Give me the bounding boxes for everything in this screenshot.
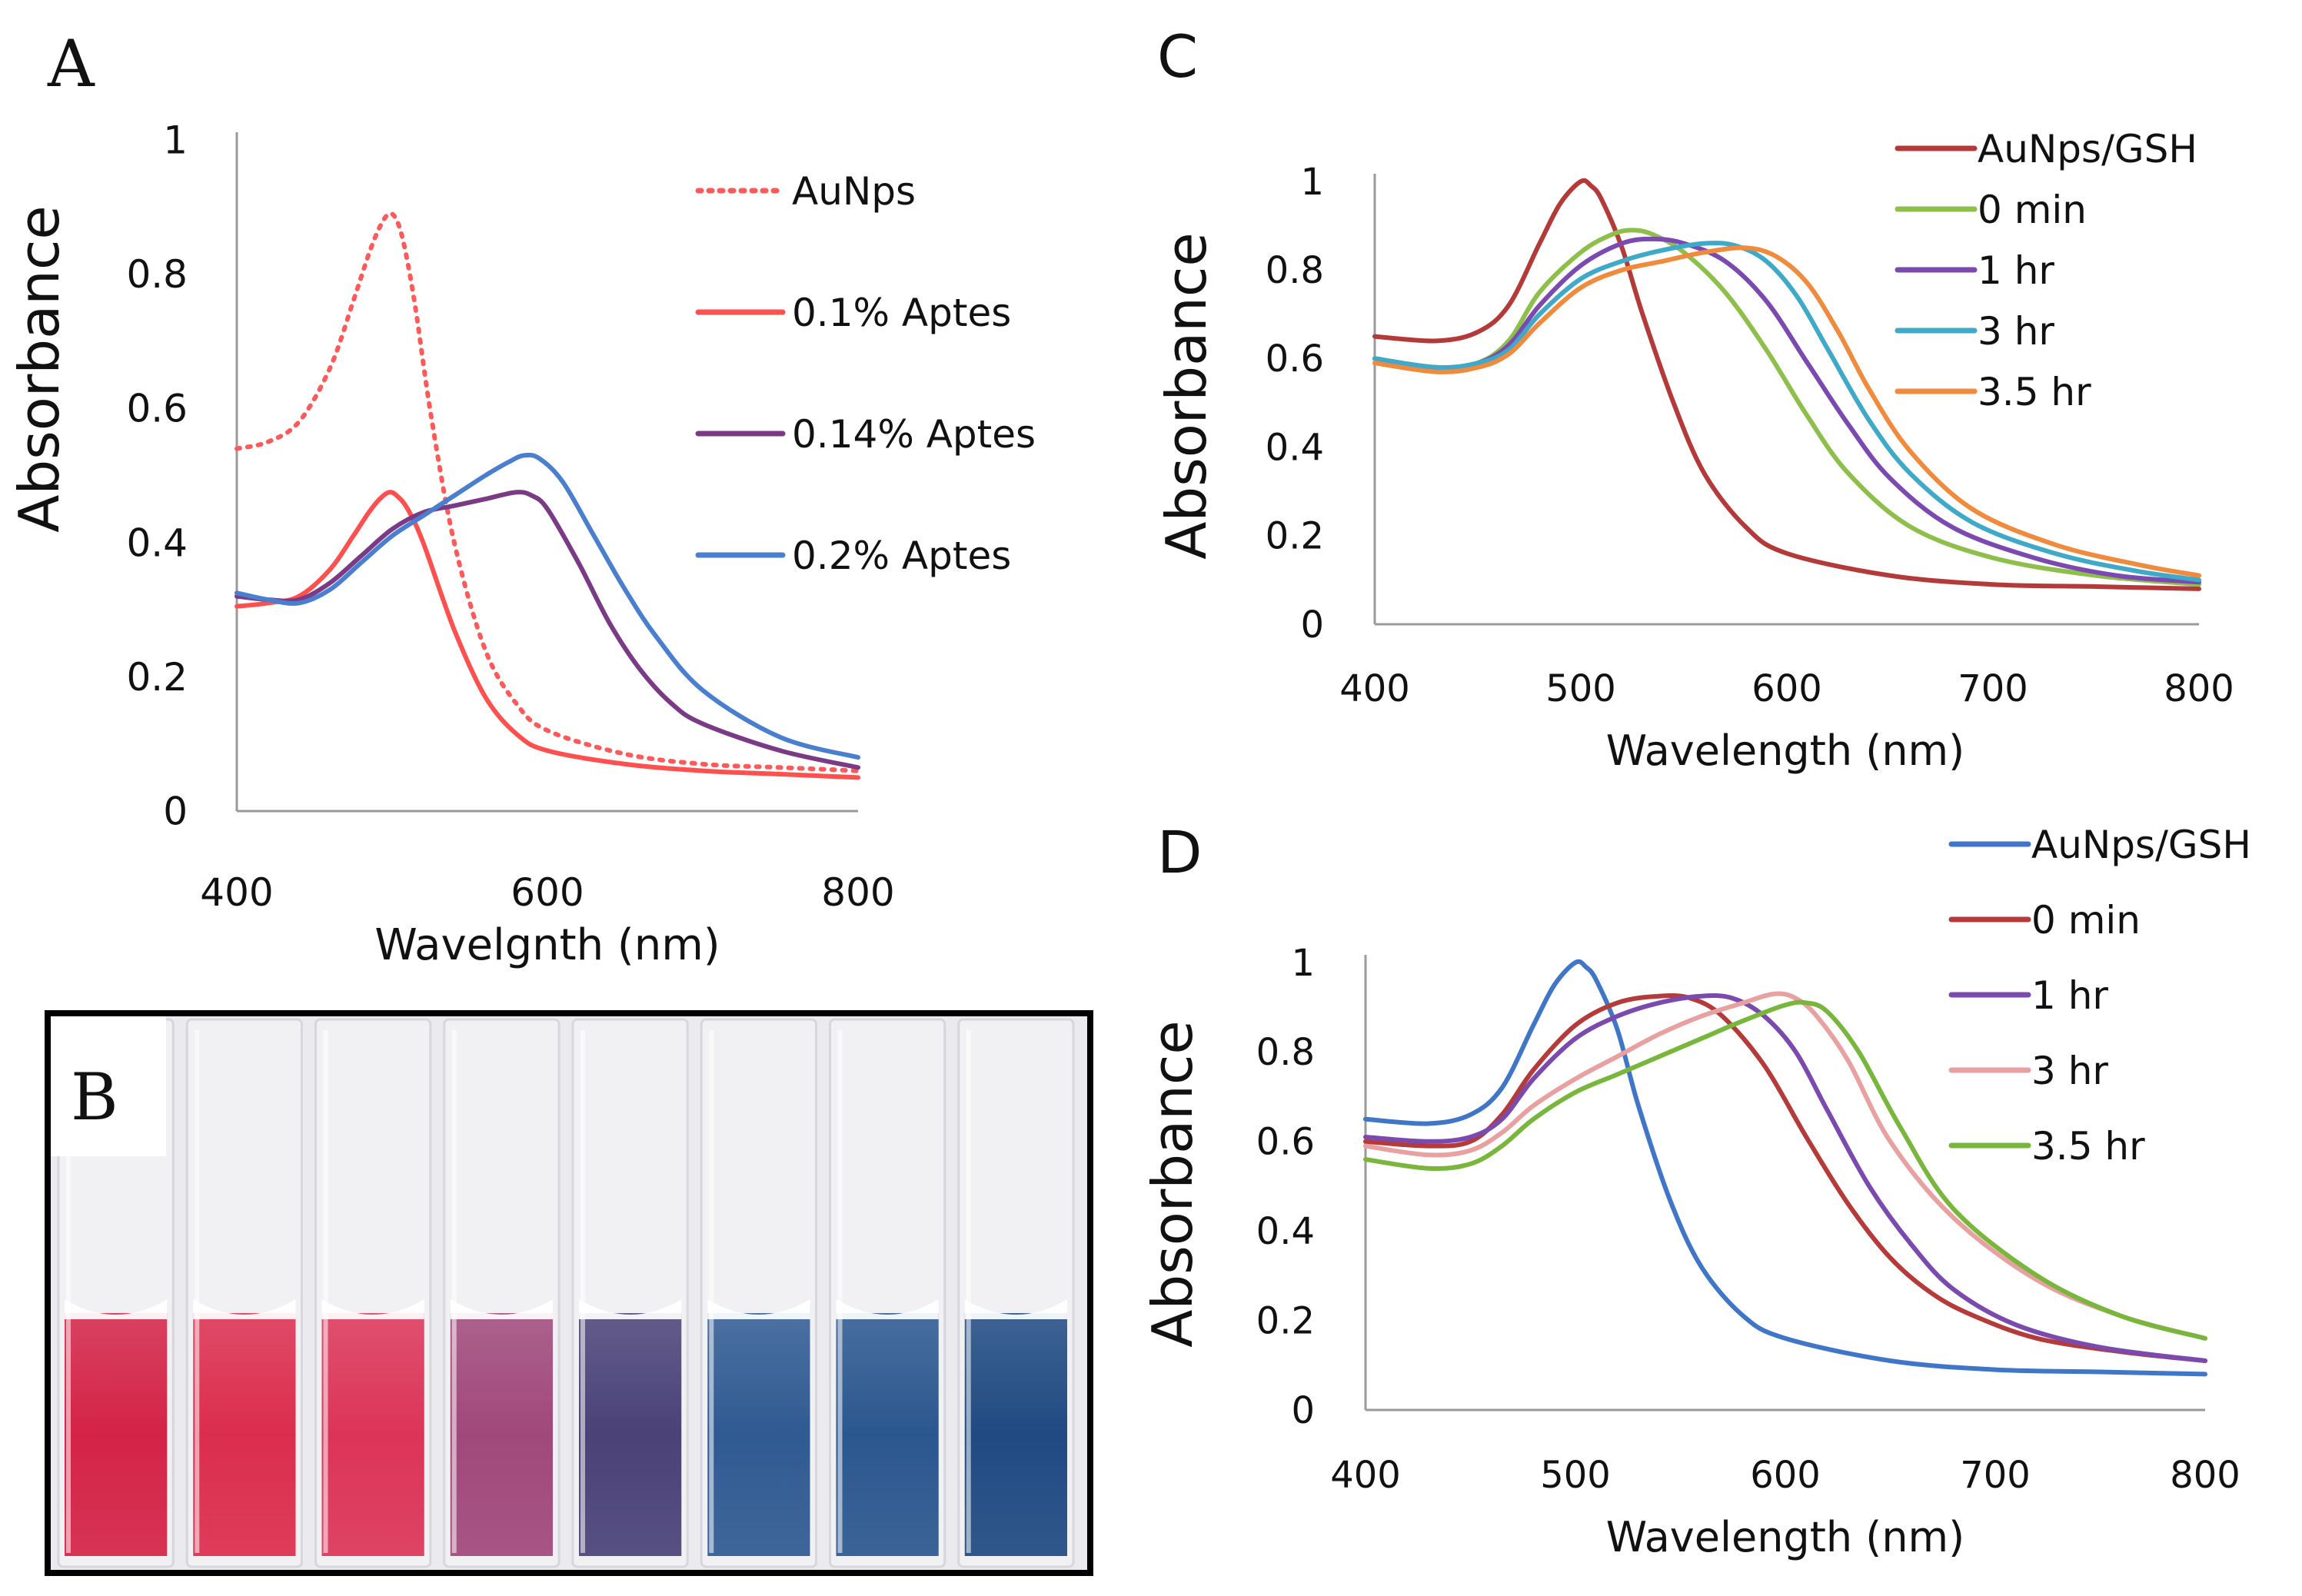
y-tick-label: 1 <box>163 118 188 163</box>
y-tick-label: 0.6 <box>126 387 188 431</box>
x-tick-label: 800 <box>2164 667 2234 710</box>
x-tick-label: 700 <box>1960 1454 2031 1497</box>
x-tick-label: 800 <box>821 870 894 915</box>
cuvette-liquid <box>836 1313 939 1556</box>
legend-label: 3.5 hr <box>2031 1124 2145 1169</box>
legend-label: 0.14% Aptes <box>792 412 1036 457</box>
y-tick-label: 0.6 <box>1256 1121 1315 1164</box>
y-tick-label: 0.4 <box>1256 1210 1315 1253</box>
cuvette-shine <box>966 1030 971 1553</box>
legend-label: 0 min <box>1978 188 2087 232</box>
series-line-1-hr <box>1363 993 2207 1363</box>
x-tick-label: 400 <box>1330 1454 1401 1497</box>
cuvette-meniscus <box>964 1299 1067 1319</box>
series-line-aunps <box>235 211 860 773</box>
cuvette-meniscus <box>707 1299 810 1319</box>
cuvette-liquid <box>65 1313 168 1556</box>
x-tick-label: 500 <box>1545 667 1616 710</box>
cuvette-shine <box>451 1030 457 1553</box>
y-tick-label: 0.2 <box>126 655 188 700</box>
series-line-0-14-aptes <box>235 490 860 770</box>
x-tick-label: 600 <box>1751 667 1822 710</box>
legend-label: AuNps/GSH <box>1978 127 2197 171</box>
y-tick-label: 0.4 <box>126 520 188 565</box>
cuvette-photo: B <box>45 1010 1093 1576</box>
cuvette-meniscus <box>579 1299 682 1319</box>
panel-c-letter: C <box>1157 22 1198 91</box>
x-axis-label: Wavelength (nm) <box>1606 727 1964 775</box>
series-line-0-2-aptes <box>235 452 860 760</box>
cuvette-liquid <box>707 1313 810 1556</box>
x-tick-label: 400 <box>1339 667 1410 710</box>
cuvette-liquid <box>964 1313 1067 1556</box>
legend-label: 0 min <box>2031 898 2141 943</box>
series-line-0-1-aptes <box>235 490 860 780</box>
chart-d: 0 0.2 0.4 0.6 0.8 1 400 500 600 700 800 Wavelength … <box>1140 823 2251 1561</box>
y-tick-label: 0.2 <box>1266 515 1324 558</box>
panel-b-letter: B <box>71 1059 118 1135</box>
cuvette-shine <box>66 1030 71 1553</box>
y-axis-label: Absorbance <box>1140 1020 1205 1347</box>
y-tick-label: 0 <box>1300 603 1324 647</box>
series-line-3-5-hr <box>1372 245 2201 578</box>
y-tick-label: 1 <box>1291 942 1315 985</box>
series-line-1-hr <box>1372 236 2201 585</box>
y-tick-label: 0.8 <box>1266 249 1324 292</box>
y-tick-label: 0.8 <box>1256 1031 1315 1074</box>
series-line-3-5-hr <box>1363 999 2207 1341</box>
x-tick-label: 700 <box>1958 667 2028 710</box>
x-tick-label: 800 <box>2170 1454 2240 1497</box>
legend-label: 1 hr <box>1978 248 2054 293</box>
y-tick-label: 0 <box>1291 1389 1315 1432</box>
legend-label: AuNps/GSH <box>2031 823 2251 867</box>
series-line-3-hr <box>1363 991 2207 1341</box>
y-tick-label: 1 <box>1300 161 1324 204</box>
legend-label: 1 hr <box>2031 973 2108 1018</box>
cuvette-liquid <box>193 1313 296 1556</box>
y-axis-label: Absorbance <box>7 205 72 532</box>
x-tick-label: 600 <box>511 870 584 915</box>
y-tick-label: 0.2 <box>1256 1299 1315 1342</box>
cuvette-liquid <box>321 1313 424 1556</box>
cuvette-meniscus <box>193 1299 296 1319</box>
panel-b-label-box <box>51 1016 166 1156</box>
legend-label: AuNps <box>792 169 916 214</box>
legend-label: 0.1% Aptes <box>792 291 1011 335</box>
y-tick-label: 0.4 <box>1266 426 1324 469</box>
x-axis-label: Wavelgnth (nm) <box>374 920 720 970</box>
series-line-0-min <box>1372 228 2201 587</box>
cuvette-liquid <box>579 1313 682 1556</box>
series-line-aunps-gsh <box>1363 959 2207 1377</box>
chart-a: 0 0.2 0.4 0.6 0.8 1 400 600 800 Wavelgnth (nm) Abs… <box>7 118 1036 971</box>
x-axis-label: Wavelength (nm) <box>1606 1513 1964 1561</box>
y-tick-label: 0.6 <box>1266 337 1324 381</box>
x-tick-label: 500 <box>1540 1454 1611 1497</box>
cuvette-shine <box>580 1030 585 1553</box>
cuvette-meniscus <box>836 1299 939 1319</box>
legend-label: 3 hr <box>2031 1049 2108 1093</box>
cuvette-shine <box>323 1030 328 1553</box>
cuvette-shine <box>195 1030 200 1553</box>
legend-label: 3 hr <box>1978 309 2054 354</box>
cuvette-shine <box>709 1030 714 1553</box>
cuvette-meniscus <box>321 1299 424 1319</box>
panel-d-letter: D <box>1157 818 1203 886</box>
legend-label: 0.2% Aptes <box>792 534 1011 578</box>
series-line-aunps-gsh <box>1372 178 2201 591</box>
chart-c: 0 0.2 0.4 0.6 0.8 1 400 500 600 700 800 Wavelength … <box>1154 127 2234 775</box>
cuvette-liquid <box>450 1313 553 1556</box>
cuvette-shine <box>837 1030 843 1553</box>
y-tick-label: 0 <box>163 790 188 834</box>
y-tick-label: 0.8 <box>126 252 188 297</box>
legend-label: 3.5 hr <box>1978 370 2091 414</box>
series-line-3-hr <box>1372 241 2201 583</box>
y-axis-label: Absorbance <box>1154 232 1219 559</box>
x-tick-label: 400 <box>200 870 273 915</box>
cuvette-meniscus <box>65 1299 168 1319</box>
cuvette-meniscus <box>450 1299 553 1319</box>
x-tick-label: 600 <box>1750 1454 1821 1497</box>
series-line-0-min <box>1363 993 2207 1363</box>
panel-a-letter: A <box>47 26 95 101</box>
